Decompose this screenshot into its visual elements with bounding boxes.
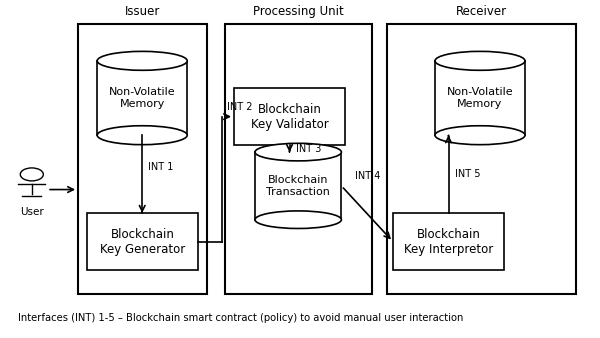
Bar — [78, 24, 207, 294]
Text: User: User — [20, 207, 44, 217]
Bar — [435, 61, 525, 135]
Bar — [87, 213, 198, 270]
Bar — [387, 24, 576, 294]
Text: Blockchain
Key Generator: Blockchain Key Generator — [100, 228, 185, 256]
Bar — [393, 213, 504, 270]
Bar — [234, 88, 345, 145]
Text: Interfaces (INT) 1-5 – Blockchain smart contract (policy) to avoid manual user i: Interfaces (INT) 1-5 – Blockchain smart … — [18, 313, 463, 323]
Text: Non-Volatile
Memory: Non-Volatile Memory — [109, 87, 176, 109]
Bar — [225, 24, 372, 294]
Ellipse shape — [435, 126, 525, 145]
Text: INT 4: INT 4 — [355, 171, 380, 181]
Text: Blockchain
Key Validator: Blockchain Key Validator — [251, 103, 328, 130]
Text: INT 5: INT 5 — [455, 169, 480, 179]
Text: Non-Volatile
Memory: Non-Volatile Memory — [446, 87, 514, 109]
Ellipse shape — [255, 143, 341, 161]
Text: Issuer: Issuer — [125, 5, 160, 18]
Text: Receiver: Receiver — [456, 5, 507, 18]
Text: Blockchain
Key Interpretor: Blockchain Key Interpretor — [404, 228, 493, 256]
Bar — [255, 152, 341, 220]
Ellipse shape — [255, 211, 341, 228]
Text: Blockchain
Transaction: Blockchain Transaction — [266, 175, 330, 197]
Text: INT 3: INT 3 — [296, 144, 321, 154]
Bar — [97, 61, 187, 135]
Ellipse shape — [97, 51, 187, 70]
Ellipse shape — [97, 126, 187, 145]
Text: INT 1: INT 1 — [148, 162, 173, 172]
Text: INT 2: INT 2 — [227, 101, 253, 112]
Circle shape — [20, 168, 43, 181]
Ellipse shape — [435, 51, 525, 70]
Text: Blockchain Transaction
Processing Unit: Blockchain Transaction Processing Unit — [231, 0, 366, 18]
